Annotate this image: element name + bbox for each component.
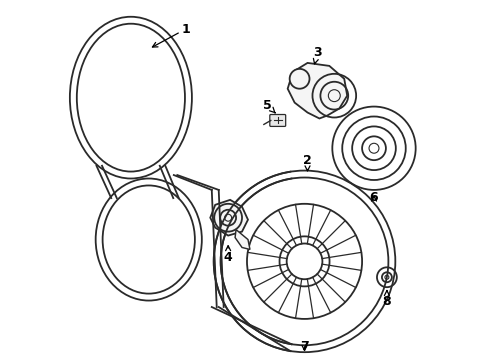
FancyBboxPatch shape [270,114,286,126]
Text: 2: 2 [303,154,312,171]
Text: 7: 7 [300,340,309,353]
Circle shape [290,69,310,89]
Text: 6: 6 [369,192,378,204]
Polygon shape [235,230,250,249]
Text: 5: 5 [264,99,275,113]
Text: 3: 3 [313,46,322,64]
Text: 4: 4 [224,246,233,264]
Polygon shape [210,200,248,235]
Text: 1: 1 [152,23,190,47]
Polygon shape [288,63,347,118]
Text: 8: 8 [383,291,391,307]
